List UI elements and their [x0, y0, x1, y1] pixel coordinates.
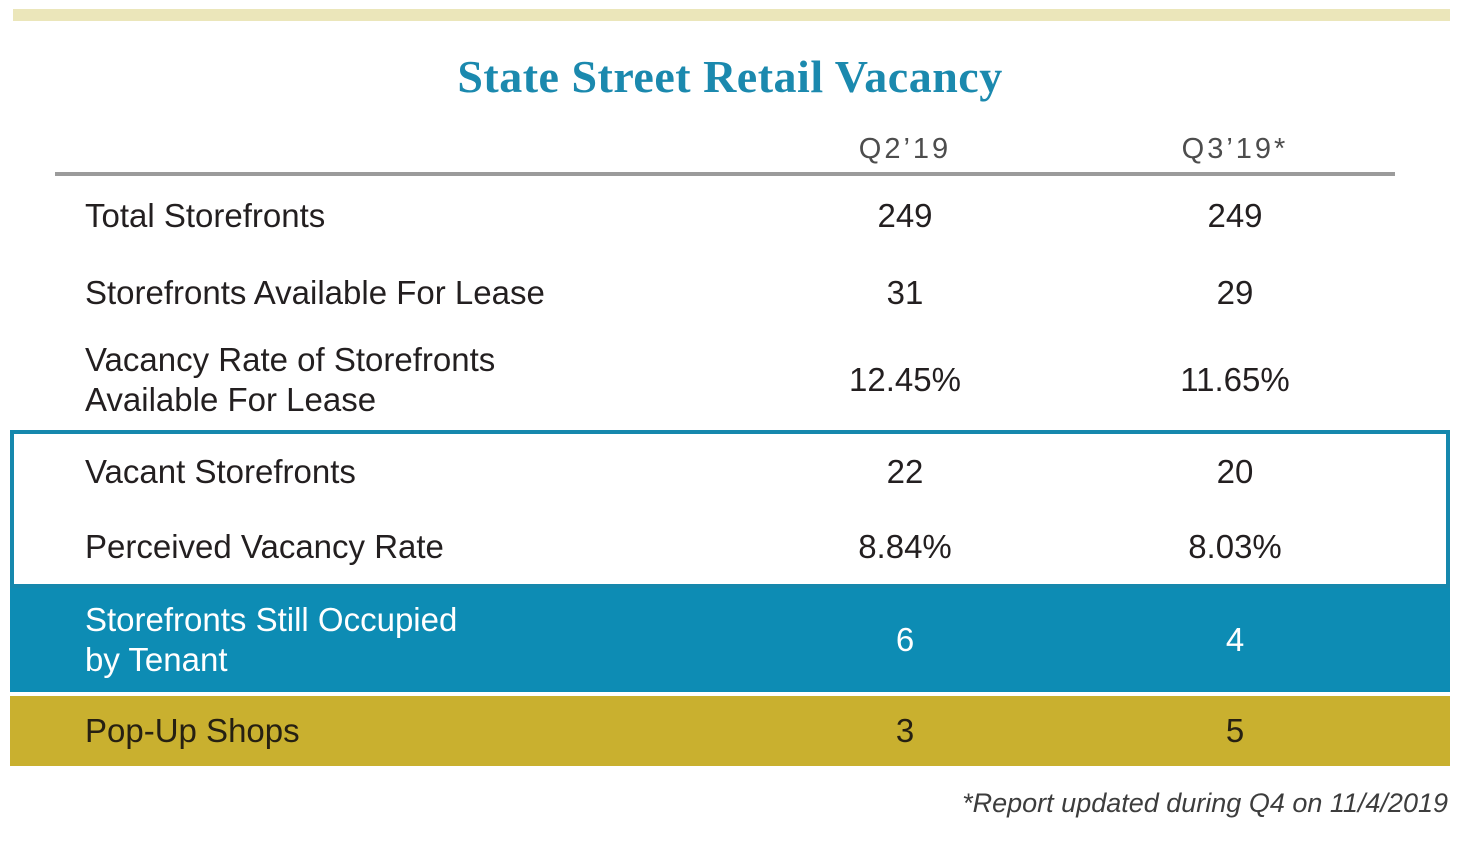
- table-row-vacant-storefronts: Vacant Storefronts 22 20: [14, 434, 1446, 510]
- cell-value-q2: 8.84%: [858, 527, 952, 565]
- row-label: Pop-Up Shops: [85, 711, 300, 749]
- row-label: Total Storefronts: [85, 196, 326, 234]
- cell-value-q3: 8.03%: [1188, 527, 1282, 565]
- row-label: Storefronts Still Occupied by Tenant: [85, 600, 740, 680]
- row-label: Perceived Vacancy Rate: [85, 527, 444, 565]
- row-label: Vacancy Rate of Storefronts Available Fo…: [85, 340, 740, 420]
- report-footnote: *Report updated during Q4 on 11/4/2019: [962, 787, 1448, 818]
- cell-value-q3: 4: [1225, 620, 1245, 658]
- row-label-line-1: Vacancy Rate of Storefronts: [85, 340, 496, 378]
- row-label-line-2: by Tenant: [85, 640, 228, 678]
- cell-value-q3: 5: [1225, 711, 1245, 749]
- row-label-line-1: Storefronts Still Occupied: [85, 600, 458, 638]
- page-title: State Street Retail Vacancy: [457, 51, 1003, 102]
- column-header-q2: Q2’19: [858, 132, 952, 165]
- cell-value-q3: 20: [1216, 452, 1254, 490]
- top-accent-bar: [13, 9, 1450, 21]
- table-row-vacancy-rate: Vacancy Rate of Storefronts Available Fo…: [0, 330, 1460, 430]
- vacancy-table: Q2’19 Q3’19* Total Storefronts 249 249 S…: [0, 118, 1460, 766]
- column-header-q3: Q3’19*: [1181, 132, 1289, 165]
- cell-value-q2: 6: [895, 620, 915, 658]
- table-row-still-occupied: Storefronts Still Occupied by Tenant 6 4: [10, 587, 1450, 692]
- cell-value-q3: 11.65%: [1180, 360, 1290, 398]
- cell-value-q2: 249: [877, 196, 933, 234]
- cell-value-q2: 22: [886, 452, 924, 490]
- cell-value-q3: 29: [1216, 273, 1254, 311]
- table-header-row: Q2’19 Q3’19*: [0, 118, 1460, 172]
- table-row-total-storefronts: Total Storefronts 249 249: [0, 176, 1460, 256]
- table-row-available-for-lease: Storefronts Available For Lease 31 29: [0, 256, 1460, 330]
- cell-value-q3: 249: [1207, 196, 1263, 234]
- cell-value-q2: 12.45%: [849, 360, 961, 398]
- header-divider: [55, 171, 1395, 176]
- cell-value-q2: 3: [895, 711, 915, 749]
- vacant-highlight-box: Vacant Storefronts 22 20 Perceived Vacan…: [10, 429, 1450, 588]
- row-label: Storefronts Available For Lease: [85, 273, 545, 311]
- row-label: Vacant Storefronts: [85, 452, 356, 490]
- table-row-pop-up-shops: Pop-Up Shops 3 5: [10, 695, 1450, 766]
- row-label-line-2: Available For Lease: [85, 380, 377, 418]
- table-row-perceived-vacancy-rate: Perceived Vacancy Rate 8.84% 8.03%: [14, 510, 1446, 584]
- cell-value-q2: 31: [886, 273, 924, 311]
